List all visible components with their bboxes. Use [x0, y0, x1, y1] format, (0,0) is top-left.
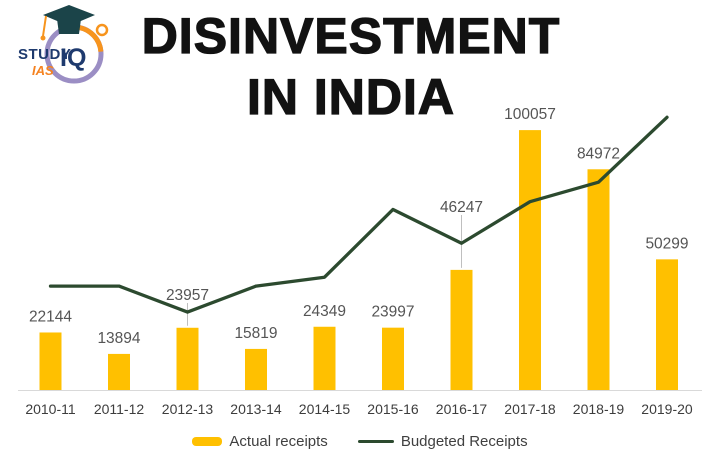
- data-label-2017-18: 100057: [504, 106, 556, 123]
- title-line2: IN INDIA: [246, 68, 455, 125]
- bar-2010-11: [39, 332, 62, 390]
- data-label-2010-11: 22144: [29, 308, 72, 325]
- legend-line-swatch: [357, 439, 394, 444]
- legend-label-actual-receipts: Actual receipts: [229, 433, 328, 450]
- data-label-2019-20: 50299: [645, 235, 688, 252]
- bar-2012-13: [176, 327, 199, 390]
- x-label-2014-15: 2014-15: [299, 401, 351, 417]
- studyiq-logo: STUDY IQ IAS: [12, 4, 120, 96]
- bar-2014-15: [313, 326, 336, 390]
- budgeted-receipts-line: [48, 115, 669, 314]
- bar-2016-17: [450, 269, 473, 390]
- x-label-2015-16: 2015-16: [367, 401, 419, 417]
- x-label-2012-13: 2012-13: [162, 401, 214, 417]
- data-label-2012-13: 23957: [166, 287, 209, 304]
- bar-2018-19: [587, 169, 610, 390]
- logo-text-ias: IAS: [32, 63, 54, 78]
- page-title: DISINVESTMENT IN INDIA: [108, 6, 594, 128]
- x-label-2018-19: 2018-19: [573, 401, 625, 417]
- data-label-2011-12: 13894: [97, 330, 140, 347]
- x-label-2017-18: 2017-18: [504, 401, 556, 417]
- chart-legend: Actual receipts Budgeted Receipts: [0, 433, 720, 450]
- cap-tassel-knob: [40, 35, 46, 41]
- x-label-2019-20: 2019-20: [641, 401, 693, 417]
- graduation-cap-base: [57, 19, 81, 34]
- logo-ring-orange-arc: [78, 24, 104, 52]
- bar-2015-16: [382, 327, 404, 390]
- x-label-2010-11: 2010-11: [25, 401, 76, 417]
- legend-item-actual-receipts: Actual receipts: [192, 433, 328, 450]
- data-label-2014-15: 24349: [303, 303, 346, 320]
- cap-tassel: [42, 15, 47, 37]
- x-label-2013-14: 2013-14: [230, 401, 282, 417]
- logo-text-iq: IQ: [60, 44, 86, 72]
- x-label-2011-12: 2011-12: [94, 401, 145, 417]
- data-label-2018-19: 84972: [577, 145, 620, 162]
- data-label-2015-16: 23997: [371, 304, 414, 321]
- legend-bar-swatch: [192, 437, 223, 446]
- data-label-2013-14: 15819: [234, 325, 277, 342]
- title-line1: DISINVESTMENT: [141, 7, 561, 64]
- bar-2019-20: [656, 259, 678, 390]
- logo-text-study: STUDY: [18, 46, 71, 63]
- logo-ring-dot: [95, 23, 109, 37]
- bar-2017-18: [519, 130, 541, 390]
- graduation-cap-icon: [43, 5, 95, 26]
- legend-item-budgeted-receipts: Budgeted Receipts: [357, 433, 528, 450]
- x-label-2016-17: 2016-17: [436, 401, 488, 417]
- bar-2013-14: [245, 348, 267, 390]
- data-label-2016-17: 46247: [440, 199, 483, 216]
- legend-label-budgeted-receipts: Budgeted Receipts: [400, 433, 528, 450]
- bar-2011-12: [108, 353, 130, 390]
